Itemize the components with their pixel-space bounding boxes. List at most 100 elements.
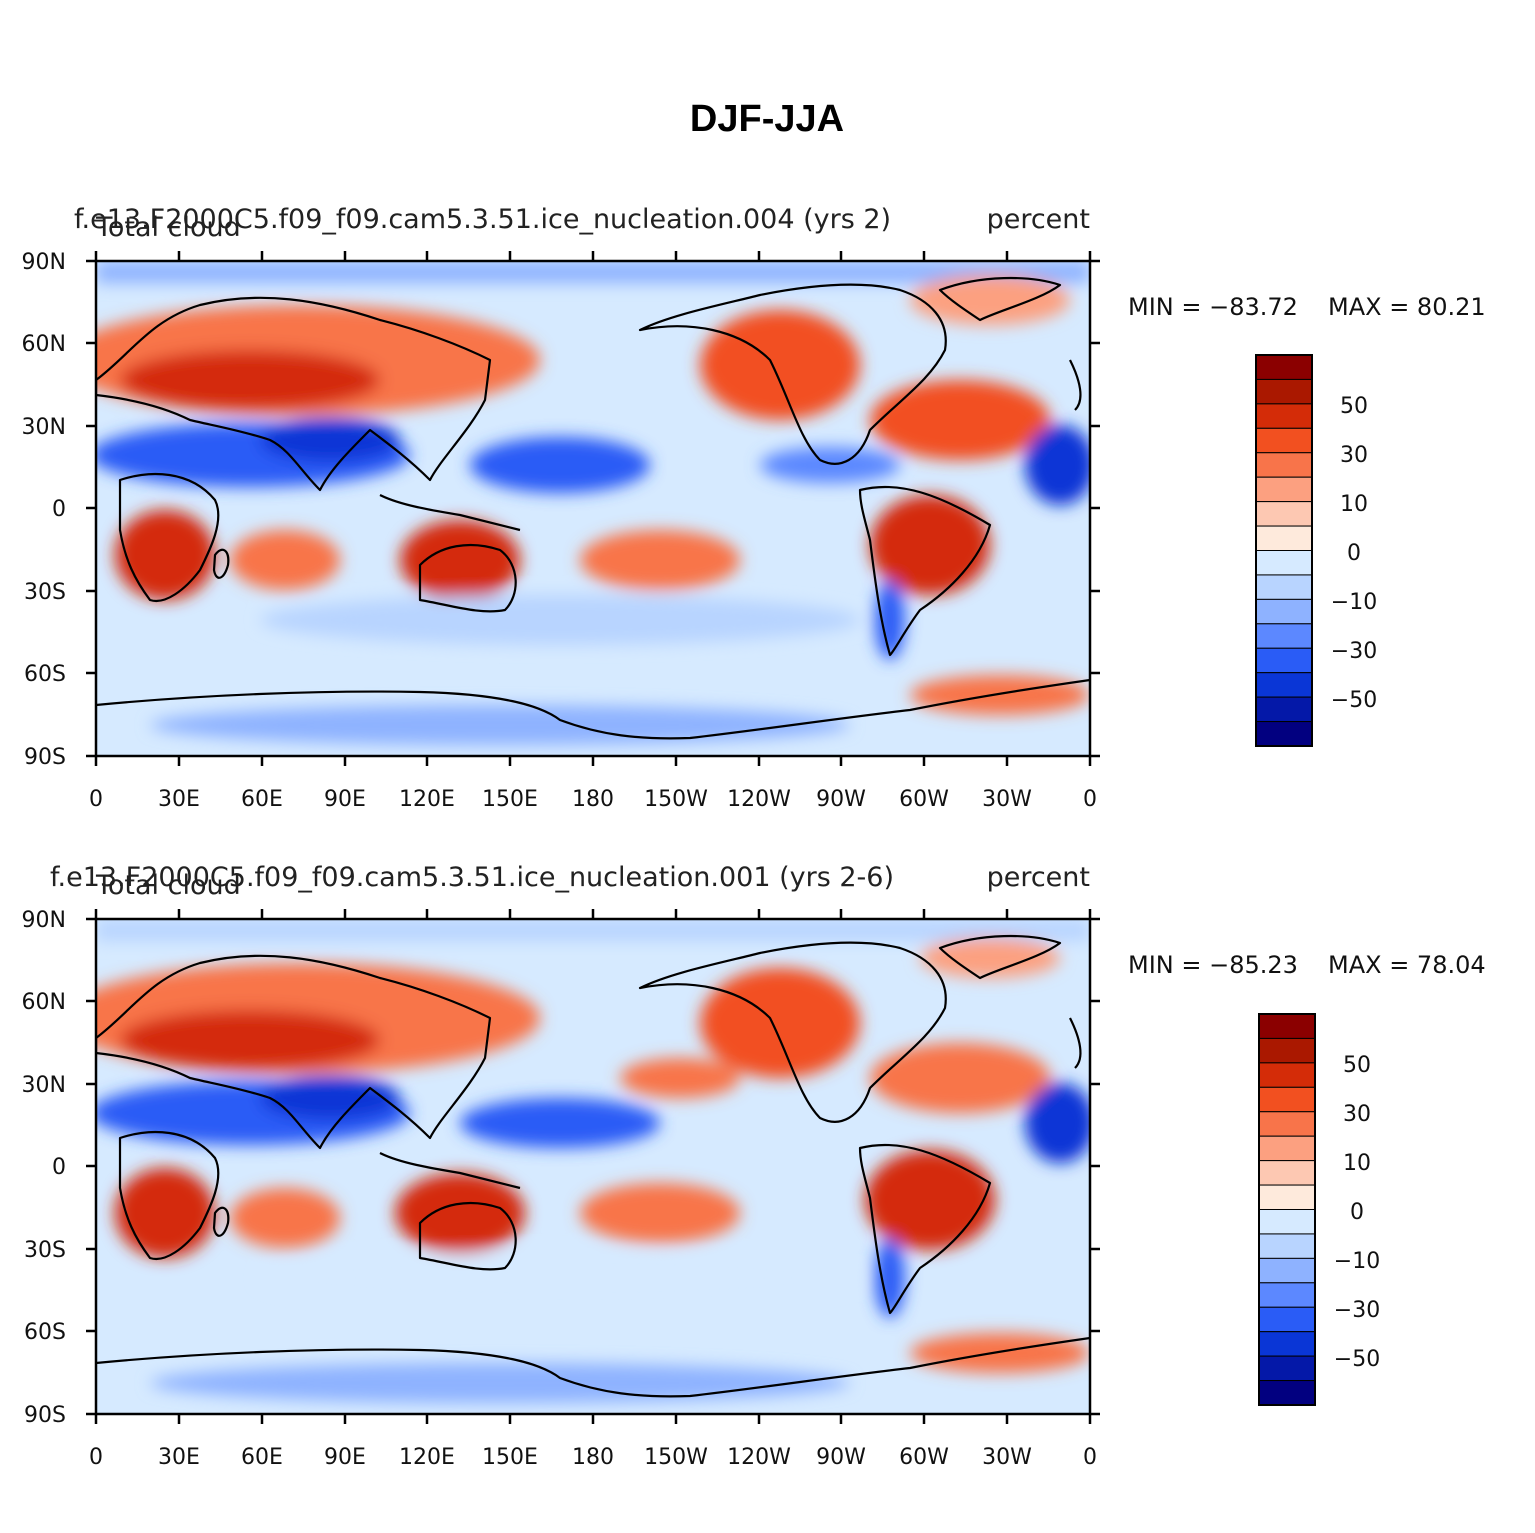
colorbar-swatch — [1258, 1062, 1316, 1088]
lon-label: 60E — [241, 1445, 283, 1470]
figure-title: DJF-JJA — [690, 98, 844, 140]
colorbar-swatch — [1255, 672, 1313, 698]
colorbar-swatch — [1258, 1282, 1316, 1308]
lon-label: 30E — [158, 787, 200, 812]
panel-2-map-field — [96, 919, 1090, 1414]
colorbar-swatch — [1255, 721, 1313, 747]
colorbar-swatch — [1258, 1086, 1316, 1113]
lon-label: 120E — [399, 787, 455, 812]
colorbar-swatch — [1255, 452, 1313, 478]
panel-1-lon-labels: 0 30E 60E 90E 120E 150E 180 150W 120W 90… — [89, 787, 1097, 812]
panel-2-units: percent — [987, 862, 1090, 893]
lat-label: 90S — [24, 1403, 66, 1428]
colorbar-swatch — [1255, 501, 1313, 527]
panel-1-case-name: f.e13.F2000C5.f09_f09.cam5.3.51.ice_nucl… — [74, 204, 891, 235]
panel-1-units: percent — [987, 204, 1090, 235]
colorbar-tick-label: 30 — [1343, 1102, 1371, 1127]
panel-1-lat-labels: 90N 60N 30N 0 30S 60S 90S — [22, 250, 66, 770]
panel-2-colorbar — [1258, 1013, 1316, 1406]
lat-label: 30S — [24, 580, 66, 605]
lon-label: 120W — [727, 1445, 791, 1470]
colorbar-swatch — [1255, 525, 1313, 551]
lon-label: 0 — [89, 1445, 103, 1470]
lon-label: 90E — [324, 1445, 366, 1470]
colorbar-tick-label: −50 — [1334, 1347, 1380, 1372]
lat-label: 90N — [22, 250, 66, 275]
panel-2-variable: Total cloud — [95, 870, 241, 901]
panel-2-lat-labels: 90N 60N 30N 0 30S 60S 90S — [22, 908, 66, 1428]
colorbar-swatch — [1255, 696, 1313, 723]
panel-2-coastlines — [96, 934, 1090, 1398]
panel-1-colorbar — [1255, 354, 1313, 747]
panel-1: f.e13.F2000C5.f09_f09.cam5.3.51.ice_nucl… — [22, 204, 1486, 812]
colorbar-swatch — [1255, 476, 1313, 503]
colorbar-swatch — [1258, 1355, 1316, 1382]
lon-label: 180 — [572, 787, 614, 812]
lat-label: 90N — [22, 908, 66, 933]
colorbar-tick-label: −30 — [1331, 639, 1377, 664]
colorbar-swatch — [1258, 1331, 1316, 1357]
lat-label: 60S — [24, 662, 66, 687]
colorbar-swatch — [1255, 354, 1313, 380]
colorbar-swatch — [1258, 1135, 1316, 1162]
lon-label: 120W — [727, 787, 791, 812]
panel-2-colorbar-labels: 50 30 10 0 −10 −30 −50 — [1334, 1053, 1380, 1372]
colorbar-tick-label: 50 — [1343, 1053, 1371, 1078]
colorbar-tick-label: 0 — [1347, 541, 1361, 566]
colorbar-swatch — [1255, 403, 1313, 429]
colorbar-swatch — [1258, 1013, 1316, 1039]
colorbar-swatch — [1255, 378, 1313, 405]
colorbar-swatch — [1255, 574, 1313, 600]
panel-1-coastlines — [96, 276, 1090, 740]
panel-2-min-label: MIN = −85.23 — [1128, 951, 1298, 979]
colorbar-swatch — [1258, 1380, 1316, 1406]
colorbar-tick-label: 50 — [1340, 394, 1368, 419]
colorbar-swatch — [1258, 1111, 1316, 1137]
colorbar-tick-label: −50 — [1331, 688, 1377, 713]
lon-label: 60W — [899, 1445, 949, 1470]
panel-1-max-label: MAX = 80.21 — [1328, 293, 1486, 321]
colorbar-swatch — [1258, 1037, 1316, 1064]
panel-2-case-name: f.e13.F2000C5.f09_f09.cam5.3.51.ice_nucl… — [50, 862, 894, 893]
panel-1-min-label: MIN = −83.72 — [1128, 293, 1298, 321]
panel-2-frame — [86, 909, 1100, 1424]
colorbar-frame — [1255, 354, 1313, 747]
lon-label: 0 — [1083, 1445, 1097, 1470]
lat-label: 0 — [52, 1155, 66, 1180]
colorbar-swatch — [1255, 427, 1313, 454]
lat-label: 30N — [22, 415, 66, 440]
colorbar-swatch — [1258, 1160, 1316, 1186]
lat-label: 30N — [22, 1073, 66, 1098]
colorbar-swatch — [1255, 623, 1313, 649]
lon-label: 150E — [482, 1445, 538, 1470]
panel-2-lon-labels: 0 30E 60E 90E 120E 150E 180 150W 120W 90… — [89, 1445, 1097, 1470]
panel-1-map-field — [96, 261, 1090, 756]
panel-1-colorbar-labels: 50 30 10 0 −10 −30 −50 — [1331, 394, 1377, 713]
colorbar-tick-label: 10 — [1340, 492, 1368, 517]
lon-label: 0 — [1083, 787, 1097, 812]
colorbar-swatch — [1258, 1257, 1316, 1284]
lon-label: 30W — [982, 787, 1032, 812]
colorbar-swatch — [1255, 550, 1313, 576]
colorbar-swatch — [1258, 1184, 1316, 1210]
panel-2: f.e13.F2000C5.f09_f09.cam5.3.51.ice_nucl… — [22, 862, 1486, 1470]
panel-1-frame — [86, 251, 1100, 766]
lat-label: 30S — [24, 1238, 66, 1263]
lat-label: 60N — [22, 332, 66, 357]
colorbar-swatch — [1258, 1209, 1316, 1235]
lat-label: 0 — [52, 497, 66, 522]
lon-label: 90W — [816, 787, 866, 812]
lat-label: 90S — [24, 745, 66, 770]
colorbar-tick-label: −10 — [1331, 590, 1377, 615]
lon-label: 0 — [89, 787, 103, 812]
lon-label: 90W — [816, 1445, 866, 1470]
panel-1-variable: Total cloud — [95, 212, 241, 243]
lon-label: 150W — [644, 1445, 708, 1470]
colorbar-swatch — [1255, 647, 1313, 674]
lon-label: 90E — [324, 787, 366, 812]
lon-label: 60E — [241, 787, 283, 812]
colorbar-frame — [1258, 1013, 1316, 1406]
lon-label: 60W — [899, 787, 949, 812]
colorbar-tick-label: 0 — [1350, 1200, 1364, 1225]
